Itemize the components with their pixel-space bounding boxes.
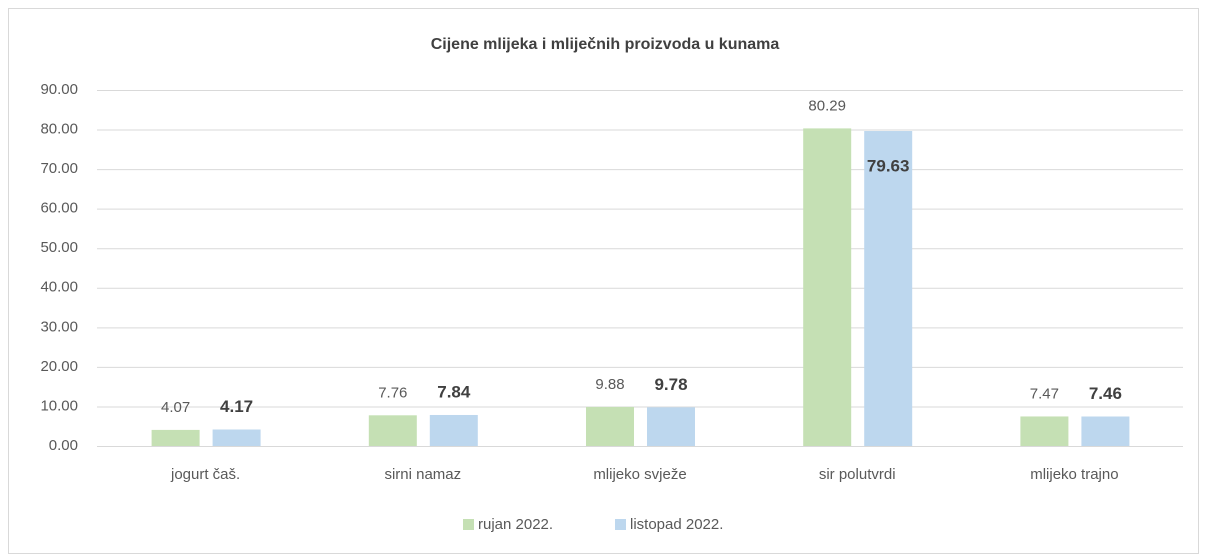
data-label: 9.78 [654,375,687,394]
chart-title: Cijene mlijeka i mliječnih proizvoda u k… [431,36,780,53]
x-tick-label: mlijeko svježe [593,466,686,483]
x-tick-label: sirni namaz [384,466,461,483]
y-tick-label: 70.00 [40,160,78,177]
data-label: 4.17 [220,397,253,416]
legend-label: listopad 2022. [630,516,723,533]
x-tick-label: jogurt čaš. [170,466,240,483]
bar [586,406,634,446]
y-tick-label: 20.00 [40,358,78,375]
y-tick-label: 0.00 [49,437,78,454]
data-label: 4.07 [161,399,190,416]
legend-swatch [615,519,626,530]
data-label: 9.88 [595,376,624,393]
x-tick-label: mlijeko trajno [1030,466,1118,483]
y-tick-label: 60.00 [40,200,78,217]
chart-frame [8,8,1199,554]
bar [1081,416,1130,446]
bar [368,415,417,446]
bar [151,429,200,446]
bar [212,429,261,446]
y-tick-label: 10.00 [40,397,78,414]
data-label: 7.84 [437,382,471,401]
data-label: 7.47 [1030,385,1059,402]
y-tick-label: 40.00 [40,279,78,296]
data-label: 79.63 [867,157,910,176]
data-label: 7.76 [378,384,407,401]
bar [429,414,478,446]
bar [647,407,695,446]
y-tick-label: 30.00 [40,318,78,335]
data-label: 80.29 [808,97,846,114]
y-tick-label: 50.00 [40,239,78,256]
data-label: 7.46 [1089,384,1122,403]
legend-swatch [463,519,474,530]
legend-label: rujan 2022. [478,516,553,533]
x-tick-label: sir polutvrdi [819,466,896,483]
bar [864,131,913,446]
bar [1020,416,1069,446]
bar [803,128,852,446]
y-tick-label: 90.00 [40,81,78,98]
y-tick-label: 80.00 [40,121,78,138]
